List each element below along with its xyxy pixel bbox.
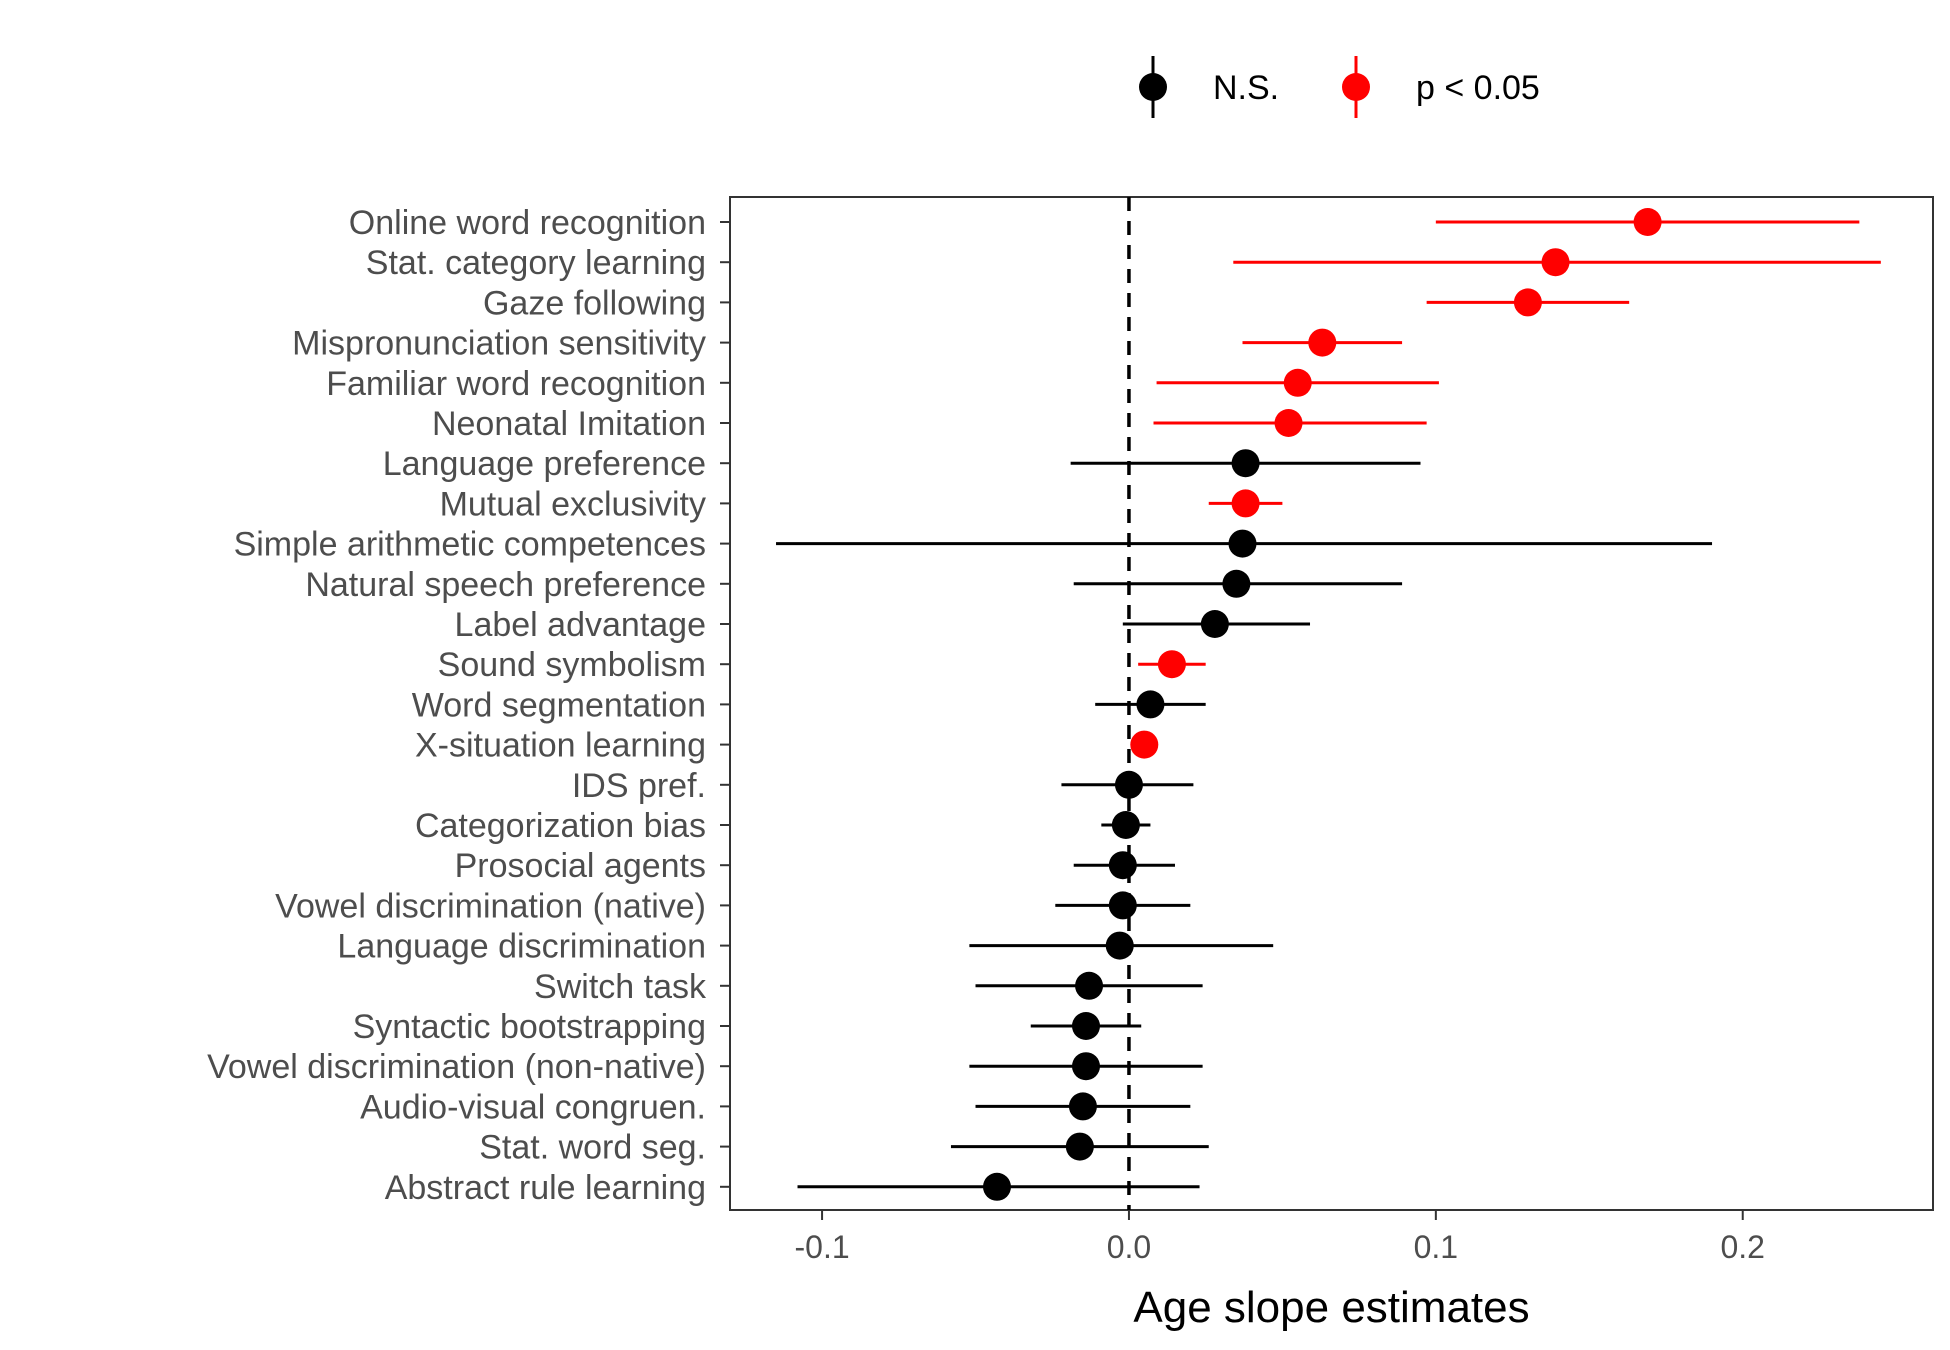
estimate-point [1065,1132,1094,1161]
estimate-point [1283,368,1312,397]
y-label: Prosocial agents [455,847,706,885]
estimate-point [1068,1092,1097,1121]
estimate-point [1633,208,1662,236]
estimate-point [1108,851,1137,880]
y-axis-ticks [720,221,730,1188]
x-tick-label: 0.0 [1107,1229,1151,1265]
legend-significant-key-point [1342,73,1370,101]
y-label: Simple arithmetic competences [234,526,706,564]
y-label: Gaze following [483,284,706,322]
estimate-point [1105,931,1134,960]
x-tick-label: 0.1 [1414,1229,1458,1265]
y-label: Label advantage [455,606,706,644]
y-label: Natural speech preference [305,566,706,604]
x-axis: -0.1 0.0 0.1 0.2 [794,1210,1765,1265]
y-label: Familiar word recognition [326,365,706,403]
x-tick-label: 0.2 [1720,1229,1764,1265]
estimate-point [1111,811,1140,839]
y-label: Word segmentation [412,686,706,724]
legend-significant-label: p < 0.05 [1416,69,1540,107]
estimate-point [1308,328,1337,357]
y-label: X-situation learning [415,727,706,765]
estimate-point [1108,891,1137,920]
estimate-point [1541,248,1570,277]
y-label: Vowel discrimination (native) [275,887,706,925]
estimate-point [1157,650,1186,679]
y-label: Sound symbolism [438,646,706,684]
estimate-point [1228,529,1257,558]
y-label: IDS pref. [572,767,706,805]
y-label: Audio-visual congruen. [360,1088,706,1126]
y-label: Stat. word seg. [479,1129,706,1167]
estimate-point [1136,690,1165,719]
y-label: Language preference [383,445,706,483]
estimate-point [1130,730,1159,759]
estimate-point [982,1172,1011,1201]
estimate-point [1513,288,1542,317]
y-label: Online word recognition [349,204,706,242]
estimate-point [1231,449,1260,478]
legend-ns-key-point [1139,73,1167,101]
estimate-point [1200,610,1229,638]
estimate-point [1222,569,1251,598]
y-label: Language discrimination [337,928,706,966]
y-label: Neonatal Imitation [432,405,706,443]
y-label: Mutual exclusivity [440,485,706,523]
estimate-points [982,208,1662,1201]
y-label: Vowel discrimination (non-native) [207,1048,706,1086]
x-tick-label: -0.1 [794,1229,849,1265]
legend-ns-label: N.S. [1213,69,1279,107]
legend: N.S. p < 0.05 [1139,56,1540,118]
y-label: Abstract rule learning [385,1169,706,1207]
y-label: Mispronunciation sensitivity [292,325,706,363]
y-label: Stat. category learning [366,244,706,282]
estimate-point [1114,770,1143,799]
y-label: Switch task [534,968,707,1006]
estimate-point [1071,1052,1100,1081]
estimate-point [1071,1012,1100,1040]
y-label: Categorization bias [415,807,706,845]
estimate-point [1274,409,1303,437]
confidence-intervals [776,220,1881,1189]
estimate-point [1075,971,1104,1000]
x-axis-title: Age slope estimates [1133,1283,1529,1332]
estimate-point [1231,489,1260,518]
y-label: Syntactic bootstrapping [353,1008,706,1046]
